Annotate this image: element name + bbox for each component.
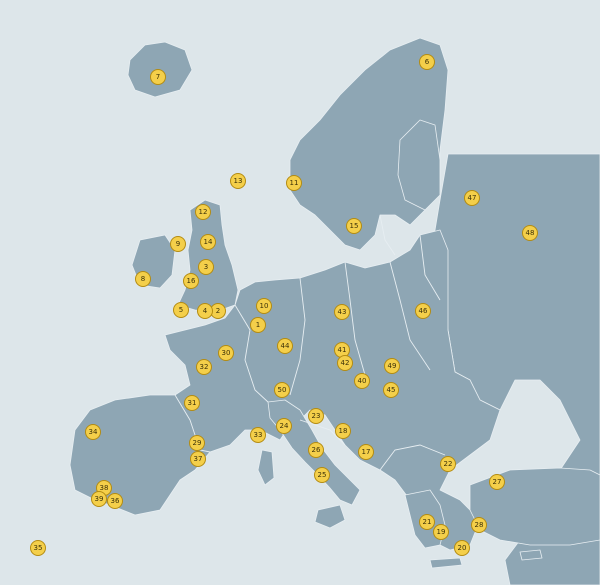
map-marker-43[interactable]: 43 xyxy=(334,304,350,320)
map-marker-18[interactable]: 18 xyxy=(335,423,351,439)
map-marker-11[interactable]: 11 xyxy=(286,175,302,191)
map-marker-21[interactable]: 21 xyxy=(419,514,435,530)
map-marker-6[interactable]: 6 xyxy=(419,54,435,70)
map-marker-34[interactable]: 34 xyxy=(85,424,101,440)
map-marker-39[interactable]: 39 xyxy=(91,491,107,507)
map-marker-33[interactable]: 33 xyxy=(250,427,266,443)
map-marker-1[interactable]: 1 xyxy=(250,317,266,333)
sicily xyxy=(314,504,346,529)
map-marker-27[interactable]: 27 xyxy=(489,474,505,490)
finland xyxy=(397,119,441,211)
sardinia xyxy=(257,449,275,486)
map-marker-32[interactable]: 32 xyxy=(196,359,212,375)
map-marker-17[interactable]: 17 xyxy=(358,444,374,460)
map-marker-22[interactable]: 22 xyxy=(440,456,456,472)
cyprus xyxy=(519,549,543,561)
map-marker-35[interactable]: 35 xyxy=(30,540,46,556)
map-marker-14[interactable]: 14 xyxy=(200,234,216,250)
map-marker-10[interactable]: 10 xyxy=(256,298,272,314)
map-marker-12[interactable]: 12 xyxy=(195,204,211,220)
map-marker-4[interactable]: 4 xyxy=(197,303,213,319)
map-marker-48[interactable]: 48 xyxy=(522,225,538,241)
map-marker-49[interactable]: 49 xyxy=(384,358,400,374)
map-marker-16[interactable]: 16 xyxy=(183,273,199,289)
map-marker-25[interactable]: 25 xyxy=(314,467,330,483)
map-marker-31[interactable]: 31 xyxy=(184,395,200,411)
map-marker-28[interactable]: 28 xyxy=(471,517,487,533)
map-marker-23[interactable]: 23 xyxy=(308,408,324,424)
map-marker-30[interactable]: 30 xyxy=(218,345,234,361)
map-marker-42[interactable]: 42 xyxy=(337,355,353,371)
map-marker-26[interactable]: 26 xyxy=(308,442,324,458)
map-marker-40[interactable]: 40 xyxy=(354,373,370,389)
crete xyxy=(429,557,463,569)
map-marker-15[interactable]: 15 xyxy=(346,218,362,234)
map-marker-45[interactable]: 45 xyxy=(383,382,399,398)
map-marker-3[interactable]: 3 xyxy=(198,259,214,275)
map-marker-37[interactable]: 37 xyxy=(190,451,206,467)
map-marker-36[interactable]: 36 xyxy=(107,493,123,509)
map-marker-20[interactable]: 20 xyxy=(454,540,470,556)
map-marker-44[interactable]: 44 xyxy=(277,338,293,354)
map-marker-8[interactable]: 8 xyxy=(135,271,151,287)
map-marker-50[interactable]: 50 xyxy=(274,382,290,398)
map-marker-47[interactable]: 47 xyxy=(464,190,480,206)
map-marker-29[interactable]: 29 xyxy=(189,435,205,451)
map-marker-9[interactable]: 9 xyxy=(170,236,186,252)
map-marker-19[interactable]: 19 xyxy=(433,524,449,540)
map-marker-24[interactable]: 24 xyxy=(276,418,292,434)
map-marker-5[interactable]: 5 xyxy=(173,302,189,318)
map-marker-46[interactable]: 46 xyxy=(415,303,431,319)
map-marker-13[interactable]: 13 xyxy=(230,173,246,189)
map-marker-7[interactable]: 7 xyxy=(150,69,166,85)
